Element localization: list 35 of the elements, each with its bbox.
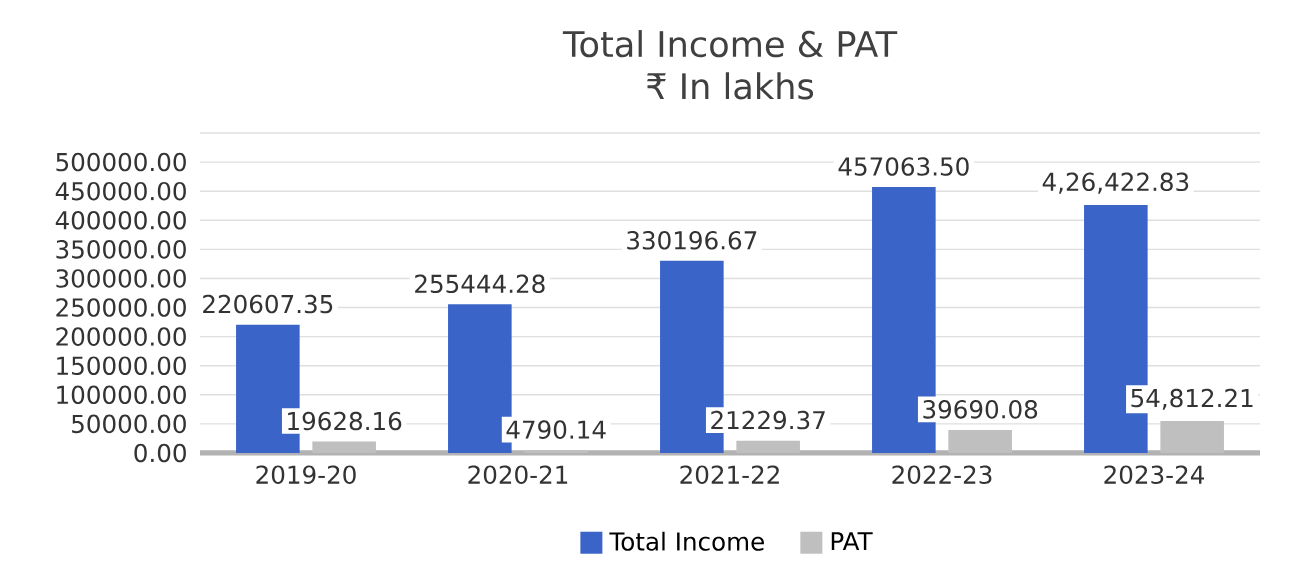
bar — [312, 441, 376, 453]
y-tick-label: 400000.00 — [55, 210, 186, 230]
x-tick-label: 2019-20 — [256, 465, 356, 484]
data-label: 19628.16 — [288, 411, 402, 431]
y-tick-label: 350000.00 — [56, 240, 186, 259]
y-tick-label: 450000.00 — [55, 181, 186, 201]
data-label: 4,26,422.83 — [1042, 172, 1189, 194]
y-tick-label: 300000.00 — [56, 269, 186, 288]
y-tick-label: 200000.00 — [56, 327, 186, 346]
y-tick-label: 100000.00 — [57, 385, 186, 405]
bar — [948, 429, 1012, 453]
legend-label: PAT — [831, 532, 873, 551]
data-label: 220607.35 — [203, 294, 333, 314]
data-label: 54,812.21 — [1131, 388, 1253, 410]
bar — [524, 450, 588, 453]
bar — [736, 440, 800, 453]
y-tick-label: 0.00 — [134, 443, 186, 463]
y-tick-label: 50000.00 — [72, 414, 186, 434]
data-label: 457063.50 — [838, 157, 969, 176]
data-label: 39690.08 — [923, 400, 1038, 419]
x-tick-label: 2022-23 — [892, 465, 992, 484]
chart-title: Total Income & PAT — [562, 30, 898, 58]
x-tick-label: 2020-21 — [468, 465, 568, 484]
data-label: 255444.28 — [415, 274, 545, 294]
data-label: 330196.67 — [627, 231, 757, 250]
x-tick-label: 2023-24 — [1104, 465, 1204, 484]
y-tick-label: 500000.00 — [56, 152, 186, 172]
data-label: 21229.37 — [711, 410, 825, 430]
y-tick-label: 150000.00 — [57, 356, 186, 375]
bar — [1160, 421, 1224, 453]
y-tick-label: 250000.00 — [56, 298, 186, 317]
legend-label: Total Income — [609, 531, 764, 551]
chart-subtitle: ₹ In lakhs — [647, 72, 814, 100]
x-tick-label: 2021-22 — [680, 465, 779, 484]
data-label: 4790.14 — [506, 420, 606, 439]
